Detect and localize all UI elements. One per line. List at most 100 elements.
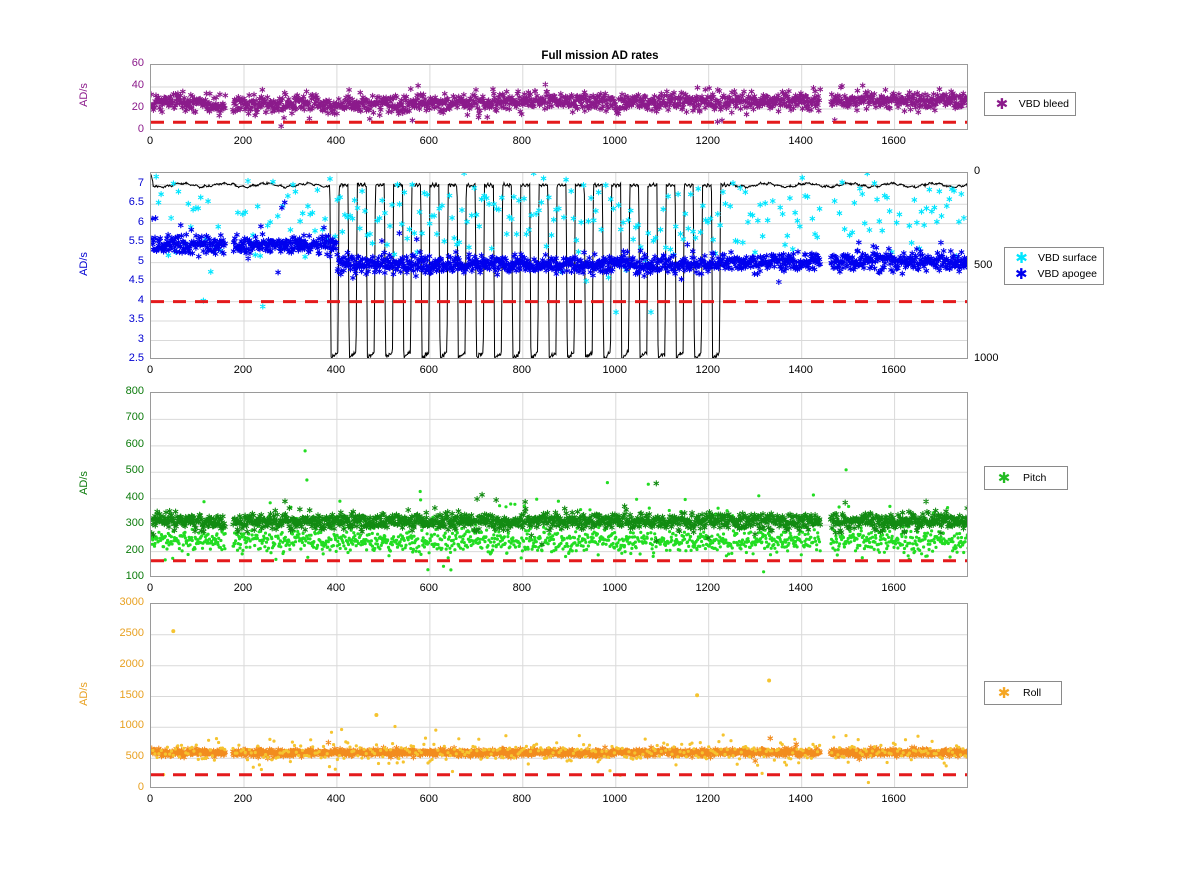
- series-roll-1: [151, 724, 967, 785]
- legend-item-roll-0[interactable]: ✱ Roll: [991, 684, 1055, 702]
- extreme-points-roll: [171, 629, 772, 717]
- series-vbd-bleed-0: [151, 81, 967, 129]
- legend-pitch[interactable]: ✱ Pitch: [984, 466, 1068, 490]
- ytick-vbd-surface-apogee-2: 3.5: [128, 313, 144, 326]
- xtick-roll-8: 1600: [881, 793, 906, 805]
- xtick-vbd-surface-apogee-7: 1400: [788, 364, 813, 376]
- legend-label: Roll: [1023, 687, 1042, 699]
- legend-marker-icon: ✱: [1015, 249, 1028, 267]
- xtick-vbd-bleed-5: 1000: [602, 135, 627, 147]
- ytick-roll-2: 1000: [119, 719, 144, 732]
- ytick-pitch-3: 400: [125, 490, 144, 503]
- gridlines-roll: [151, 604, 967, 787]
- series-pitch-0: [151, 449, 967, 574]
- legend-item-vbd-bleed-0[interactable]: ✱ VBD bleed: [991, 97, 1069, 112]
- legend-vbd-bleed[interactable]: ✱ VBD bleed: [984, 92, 1076, 116]
- xtick-vbd-surface-apogee-6: 1200: [695, 364, 720, 376]
- ytick-pitch-2: 300: [125, 517, 144, 530]
- xtick-vbd-bleed-6: 1200: [695, 135, 720, 147]
- series-pitch-1: [151, 480, 967, 548]
- ytick-roll-6: 3000: [119, 596, 144, 608]
- ytick-vbd-surface-apogee-0: 2.5: [128, 352, 144, 364]
- ytick-pitch-7: 800: [125, 385, 144, 397]
- ytick-pitch-5: 600: [125, 437, 144, 450]
- plot-svg-vbd-bleed: [151, 65, 967, 129]
- xtick-vbd-bleed-8: 1600: [881, 135, 906, 147]
- legend-item-vbd-surface-apogee-1[interactable]: ✱ VBD apogee: [1011, 265, 1097, 283]
- legend-marker-icon: ✱: [1014, 265, 1028, 283]
- xtick-vbd-surface-apogee-0: 0: [146, 364, 154, 376]
- legend-label: VBD apogee: [1037, 268, 1097, 280]
- legend-label: VBD bleed: [1018, 98, 1069, 110]
- ytick-vbd-surface-apogee-8: 6.5: [128, 196, 144, 209]
- xtick-roll-5: 1000: [602, 793, 627, 805]
- ytick-roll-5: 2500: [119, 626, 144, 639]
- xtick-roll-3: 600: [419, 793, 439, 805]
- ytick-vbd-surface-apogee-4: 4.5: [128, 274, 144, 287]
- ytick-pitch-1: 200: [125, 543, 144, 556]
- series-roll-0: [151, 735, 967, 765]
- ytick-vbd-bleed-3: 60: [131, 57, 144, 69]
- legend-item-pitch-0[interactable]: ✱ Pitch: [991, 469, 1061, 487]
- legend-item-vbd-surface-apogee-0[interactable]: ✱ VBD surface: [1011, 249, 1097, 267]
- ytick-pitch-4: 500: [125, 464, 144, 477]
- ytick-roll-4: 2000: [119, 657, 144, 670]
- xtick-roll-4: 800: [512, 793, 531, 805]
- xtick-roll-0: 0: [146, 793, 154, 805]
- xtick-roll-6: 1200: [695, 793, 720, 805]
- legend-label: Pitch: [1023, 472, 1047, 484]
- ytick-roll-3: 1500: [119, 688, 144, 701]
- ytick-roll-0: 0: [137, 781, 144, 793]
- ytick-vbd-bleed-2: 40: [131, 79, 144, 91]
- xtick-pitch-5: 1000: [602, 582, 627, 594]
- xtick-pitch-3: 600: [419, 582, 439, 594]
- xtick-pitch-2: 400: [326, 582, 346, 594]
- legend-marker-icon: ✱: [997, 469, 1011, 487]
- xtick-pitch-0: 0: [146, 582, 154, 594]
- xtick-pitch-1: 200: [233, 582, 253, 594]
- legend-vbd-surface-apogee[interactable]: ✱ VBD surface ✱ VBD apogee: [1004, 247, 1104, 285]
- xtick-vbd-surface-apogee-5: 1000: [602, 364, 627, 376]
- ytick-pitch-6: 700: [125, 411, 144, 424]
- plot-svg-roll: [151, 604, 967, 787]
- plot-area-roll[interactable]: [150, 603, 968, 788]
- ytick-vbd-surface-apogee-5: 5: [137, 254, 144, 267]
- ytick-vbd-surface-apogee-1: 3: [137, 332, 144, 345]
- xtick-vbd-bleed-3: 600: [419, 135, 439, 147]
- xtick-vbd-bleed-2: 400: [326, 135, 346, 147]
- ytick-vbd-surface-apogee-9: 7: [137, 176, 144, 189]
- ytick-roll-1: 500: [125, 750, 144, 763]
- xtick-vbd-surface-apogee-8: 1600: [881, 364, 906, 376]
- plot-area-pitch[interactable]: [150, 392, 968, 577]
- xtick-vbd-bleed-0: 0: [146, 135, 154, 147]
- series-vbd-surface-apogee-1: [151, 199, 967, 286]
- xtick-vbd-surface-apogee-3: 600: [419, 364, 439, 376]
- ytick-right-vbd-surface-apogee-2: 1000: [974, 352, 999, 364]
- xtick-vbd-bleed-4: 800: [512, 135, 531, 147]
- ytick-right-vbd-surface-apogee-0: 0: [974, 165, 981, 177]
- plot-area-vbd-surface-apogee[interactable]: [150, 172, 968, 359]
- plot-area-vbd-bleed[interactable]: [150, 64, 968, 130]
- xtick-pitch-8: 1600: [881, 582, 906, 594]
- xtick-roll-1: 200: [233, 793, 253, 805]
- xtick-roll-2: 400: [326, 793, 346, 805]
- xtick-vbd-surface-apogee-4: 800: [512, 364, 531, 376]
- ytick-vbd-bleed-1: 20: [131, 101, 144, 113]
- ytick-vbd-bleed-0: 0: [137, 123, 144, 135]
- xtick-pitch-4: 800: [512, 582, 531, 594]
- depth-trace: [151, 174, 967, 358]
- legend-roll[interactable]: ✱ Roll: [984, 681, 1062, 705]
- plot-svg-vbd-surface-apogee: [151, 173, 967, 358]
- series-vbd-surface-apogee-0: [153, 173, 967, 316]
- legend-marker-icon: ✱: [997, 684, 1011, 702]
- ytick-vbd-surface-apogee-3: 4: [137, 293, 144, 306]
- xtick-pitch-6: 1200: [695, 582, 720, 594]
- ytick-vbd-surface-apogee-6: 5.5: [128, 235, 144, 248]
- ytick-vbd-surface-apogee-7: 6: [137, 215, 144, 228]
- xtick-roll-7: 1400: [788, 793, 813, 805]
